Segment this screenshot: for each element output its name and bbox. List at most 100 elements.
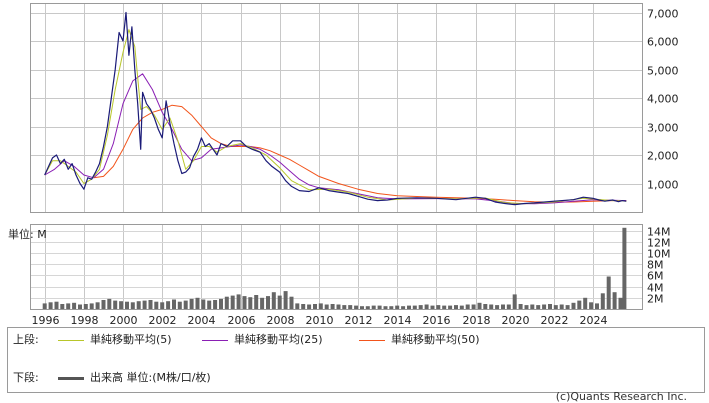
volume-bar: [483, 304, 488, 309]
legend-lower-label: 下段:: [13, 371, 39, 384]
volume-bar: [207, 300, 212, 309]
volume-bar: [595, 303, 599, 309]
volume-y-tick-label: 8M: [647, 259, 664, 272]
legend-item-volume: 出来高 単位:(M株/口/枚): [54, 369, 211, 385]
volume-bar: [365, 306, 370, 309]
volume-y-tick-label: 12M: [647, 237, 671, 250]
volume-bar: [436, 305, 441, 309]
volume-bar: [342, 305, 347, 309]
x-tick-label: 2002: [149, 314, 177, 327]
volume-bar: [360, 306, 364, 309]
volume-bar: [600, 293, 605, 309]
x-tick-label: 2020: [502, 314, 530, 327]
volume-bar: [177, 301, 182, 309]
legend-label-sma5: 単純移動平均(5): [90, 333, 172, 346]
volume-panel-frame: [30, 224, 643, 310]
volume-bar: [330, 304, 335, 309]
volume-bar: [336, 304, 341, 309]
volume-bar: [612, 292, 617, 309]
volume-bar: [471, 304, 476, 309]
volume-bar: [266, 296, 270, 309]
volume-bar: [172, 299, 176, 309]
volume-bar: [489, 304, 494, 309]
volume-bar: [377, 305, 382, 309]
volume-bar: [236, 294, 241, 309]
volume-bar: [524, 305, 529, 309]
volume-bar: [301, 304, 306, 309]
legend-upper-label: 上段:: [13, 333, 39, 346]
volume-bar: [495, 305, 500, 309]
price-y-tick-label: 7,000: [647, 8, 679, 21]
volume-bar: [412, 305, 417, 309]
volume-bar: [606, 276, 611, 309]
legend-label-sma25: 単純移動平均(25): [234, 333, 323, 346]
volume-bar: [242, 296, 247, 309]
volume-bar: [536, 305, 541, 309]
volume-bar: [430, 305, 435, 309]
volume-bar: [48, 302, 53, 309]
volume-bar: [354, 305, 359, 309]
x-tick-label: 2022: [541, 314, 569, 327]
volume-bar: [559, 304, 564, 309]
volume-bar: [583, 297, 588, 309]
volume-bar: [289, 296, 294, 309]
volume-bar: [195, 297, 200, 309]
volume-bar: [78, 304, 82, 309]
volume-bar: [454, 305, 458, 309]
legend-item-sma50: 単純移動平均(50): [355, 331, 480, 347]
x-tick-label: 2016: [423, 314, 451, 327]
price-y-tick-label: 1,000: [647, 179, 679, 192]
volume-bar: [130, 302, 135, 309]
volume-bar: [183, 300, 188, 309]
volume-bar: [54, 301, 59, 309]
x-tick-label: 1996: [32, 314, 60, 327]
volume-bar: [136, 301, 141, 309]
volume-bars: [42, 227, 627, 309]
volume-bar: [248, 297, 253, 309]
volume-bar: [66, 303, 71, 309]
volume-y-tick-label: 6M: [647, 270, 664, 283]
legend-label-volume: 出来高 単位:(M株/口/枚): [90, 371, 211, 384]
price-y-tick-label: 6,000: [647, 36, 679, 49]
volume-bar: [113, 300, 118, 309]
volume-bar: [283, 291, 288, 309]
price-y-tick-label: 4,000: [647, 93, 679, 106]
volume-y-tick-label: 10M: [647, 248, 671, 261]
volume-y-tick-label: 14M: [647, 226, 671, 239]
legend-swatch-volume: [58, 376, 84, 380]
volume-bar: [395, 305, 400, 309]
volume-bar: [530, 304, 535, 309]
volume-bar: [618, 297, 623, 309]
x-tick-label: 2006: [228, 314, 256, 327]
volume-bar: [142, 300, 147, 309]
volume-bar: [512, 294, 517, 309]
volume-bar: [465, 304, 470, 309]
legend-swatch-sma25: [202, 339, 228, 341]
volume-bar: [448, 305, 453, 309]
legend: 上段: 単純移動平均(5) 単純移動平均(25) 単純移動平均(50) 下段: …: [7, 327, 705, 393]
volume-bar: [589, 302, 594, 309]
volume-bar: [318, 303, 323, 309]
copyright: (c)Quants Research Inc.: [555, 390, 687, 403]
volume-bar: [230, 295, 235, 309]
x-tick-label: 2024: [580, 314, 608, 327]
volume-bar: [324, 304, 329, 309]
price-series: [44, 11, 627, 206]
volume-bar: [401, 306, 406, 309]
volume-bar: [219, 298, 223, 309]
volume-bar: [459, 305, 464, 309]
volume-bar: [548, 304, 552, 309]
volume-bar: [518, 304, 523, 309]
volume-bar: [166, 301, 171, 309]
volume-bar: [201, 299, 206, 309]
volume-bar: [154, 301, 159, 309]
volume-bar: [148, 300, 153, 309]
volume-bar: [389, 306, 394, 309]
volume-bar: [42, 303, 47, 309]
volume-bar: [371, 305, 376, 309]
volume-bar: [271, 292, 276, 309]
volume-bar: [407, 305, 411, 309]
